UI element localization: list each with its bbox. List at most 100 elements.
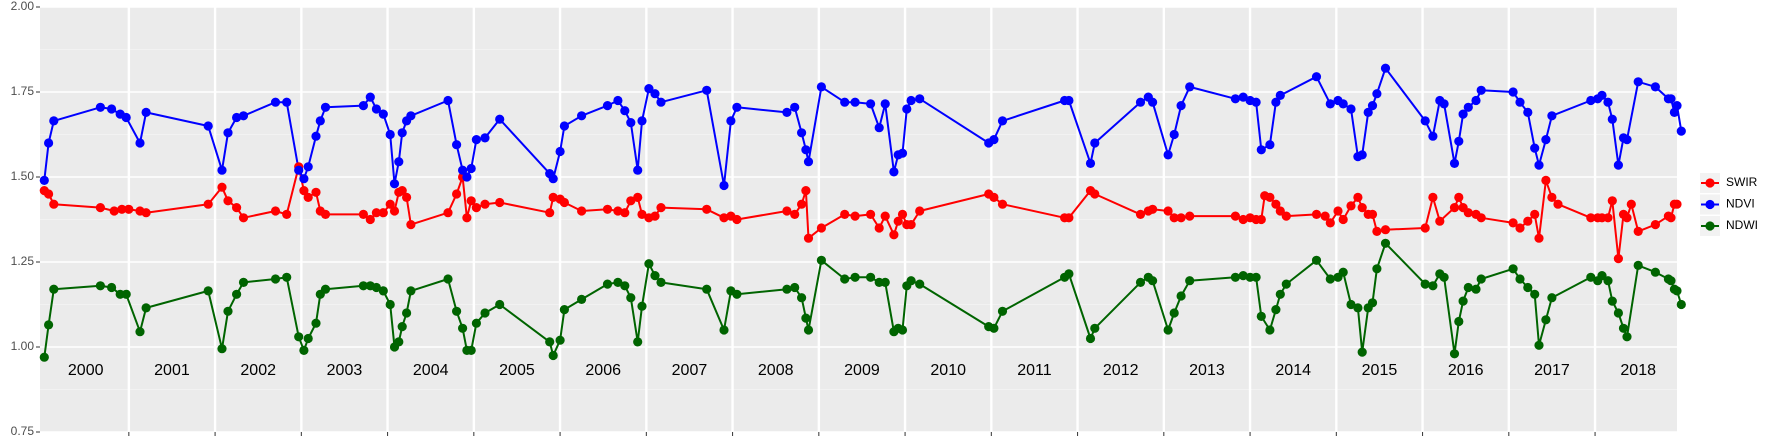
data-point-ndvi bbox=[397, 128, 407, 138]
data-point-ndvi bbox=[1530, 143, 1540, 153]
data-point-swir bbox=[1064, 213, 1074, 223]
data-point-ndvi bbox=[1185, 82, 1195, 92]
data-point-ndvi bbox=[1230, 94, 1240, 104]
year-label: 2012 bbox=[1103, 362, 1139, 379]
data-point-ndwi bbox=[897, 325, 908, 335]
data-point-swir bbox=[656, 203, 666, 213]
data-point-ndvi bbox=[577, 111, 587, 121]
data-point-ndwi bbox=[732, 289, 742, 299]
data-point-ndwi bbox=[1534, 340, 1544, 350]
data-point-ndvi bbox=[1672, 101, 1682, 111]
data-point-ndwi bbox=[548, 350, 558, 361]
data-point-ndwi bbox=[1463, 282, 1473, 293]
legend-point-ndwi bbox=[1705, 221, 1715, 231]
data-point-ndwi bbox=[1471, 284, 1481, 294]
data-point-ndwi bbox=[1135, 277, 1146, 287]
data-point-ndwi bbox=[1251, 272, 1261, 282]
data-point-ndwi bbox=[637, 301, 647, 311]
data-point-ndwi bbox=[121, 289, 131, 299]
data-point-swir bbox=[1603, 213, 1613, 223]
data-point-ndwi bbox=[1439, 272, 1449, 282]
data-point-ndvi bbox=[1367, 101, 1378, 111]
legend-point-swir bbox=[1705, 178, 1715, 188]
data-point-ndwi bbox=[141, 303, 151, 313]
data-point-swir bbox=[466, 196, 476, 206]
data-point-swir bbox=[95, 203, 105, 213]
data-point-ndvi bbox=[803, 157, 814, 167]
data-point-ndwi bbox=[1607, 296, 1617, 306]
data-point-ndvi bbox=[1338, 99, 1348, 109]
y-tick-label: 1.25 bbox=[11, 254, 35, 268]
data-point-ndwi bbox=[1372, 264, 1382, 274]
data-point-swir bbox=[1553, 199, 1563, 209]
data-point-swir bbox=[1633, 226, 1643, 236]
data-point-ndwi bbox=[1325, 274, 1335, 284]
data-point-ndvi bbox=[840, 97, 850, 107]
data-point-ndwi bbox=[559, 305, 570, 315]
data-point-ndwi bbox=[702, 284, 712, 294]
data-point-swir bbox=[1530, 209, 1540, 219]
data-point-ndwi bbox=[452, 306, 462, 316]
data-point-swir bbox=[880, 211, 890, 221]
data-point-ndwi bbox=[989, 323, 999, 333]
data-point-ndwi bbox=[1230, 272, 1240, 282]
data-point-ndvi bbox=[462, 172, 472, 182]
data-point-ndwi bbox=[620, 281, 630, 291]
data-point-ndvi bbox=[358, 101, 368, 111]
data-point-ndwi bbox=[1541, 315, 1551, 325]
data-point-ndwi bbox=[1597, 271, 1607, 281]
year-label: 2011 bbox=[1017, 362, 1052, 379]
data-point-swir bbox=[232, 203, 242, 213]
y-tick-label: 1.00 bbox=[11, 339, 35, 353]
data-point-ndvi bbox=[385, 129, 395, 140]
data-point-ndvi bbox=[141, 107, 151, 117]
data-point-swir bbox=[559, 197, 570, 208]
data-point-ndvi bbox=[797, 128, 807, 138]
data-point-swir bbox=[389, 206, 400, 216]
data-point-ndwi bbox=[840, 274, 850, 284]
data-point-ndwi bbox=[1449, 349, 1460, 359]
data-point-swir bbox=[44, 189, 54, 199]
data-point-ndvi bbox=[555, 146, 565, 157]
data-point-swir bbox=[889, 230, 899, 240]
data-point-swir bbox=[1613, 254, 1623, 264]
data-point-ndvi bbox=[889, 167, 899, 177]
data-point-ndwi bbox=[1523, 282, 1533, 293]
y-tick-label: 0.75 bbox=[11, 424, 35, 438]
data-point-ndvi bbox=[880, 99, 890, 109]
year-label: 2004 bbox=[413, 362, 449, 379]
data-point-ndwi bbox=[406, 286, 416, 296]
data-point-ndwi bbox=[378, 286, 388, 296]
data-point-swir bbox=[633, 192, 643, 202]
data-point-swir bbox=[238, 213, 249, 223]
data-point-ndwi bbox=[1256, 311, 1266, 321]
data-point-swir bbox=[1265, 192, 1275, 202]
data-point-ndvi bbox=[303, 162, 313, 172]
data-point-ndwi bbox=[816, 255, 827, 265]
data-point-swir bbox=[1090, 189, 1100, 199]
data-point-ndwi bbox=[803, 325, 814, 335]
data-point-ndvi bbox=[1463, 102, 1473, 112]
data-point-ndvi bbox=[1676, 126, 1686, 136]
data-point-ndvi bbox=[997, 116, 1008, 126]
year-label: 2002 bbox=[240, 362, 276, 379]
data-point-ndvi bbox=[371, 104, 381, 114]
data-point-swir bbox=[141, 208, 151, 218]
data-point-ndwi bbox=[633, 337, 643, 347]
data-point-ndwi bbox=[1338, 267, 1348, 277]
year-label: 2000 bbox=[68, 362, 104, 379]
legend: SWIR NDVI NDWI bbox=[1700, 173, 1758, 236]
data-point-swir bbox=[1256, 214, 1266, 225]
data-point-ndvi bbox=[782, 107, 792, 117]
data-point-swir bbox=[1586, 213, 1596, 223]
data-point-ndvi bbox=[897, 148, 908, 158]
data-point-ndvi bbox=[1586, 95, 1596, 106]
data-point-ndwi bbox=[1185, 276, 1195, 286]
data-point-ndvi bbox=[294, 165, 304, 175]
data-point-swir bbox=[1449, 203, 1460, 213]
data-point-swir bbox=[1185, 211, 1195, 221]
data-point-ndwi bbox=[1265, 325, 1275, 335]
data-point-ndvi bbox=[1346, 104, 1356, 114]
data-point-ndwi bbox=[1311, 255, 1322, 265]
year-label: 2009 bbox=[844, 362, 880, 379]
